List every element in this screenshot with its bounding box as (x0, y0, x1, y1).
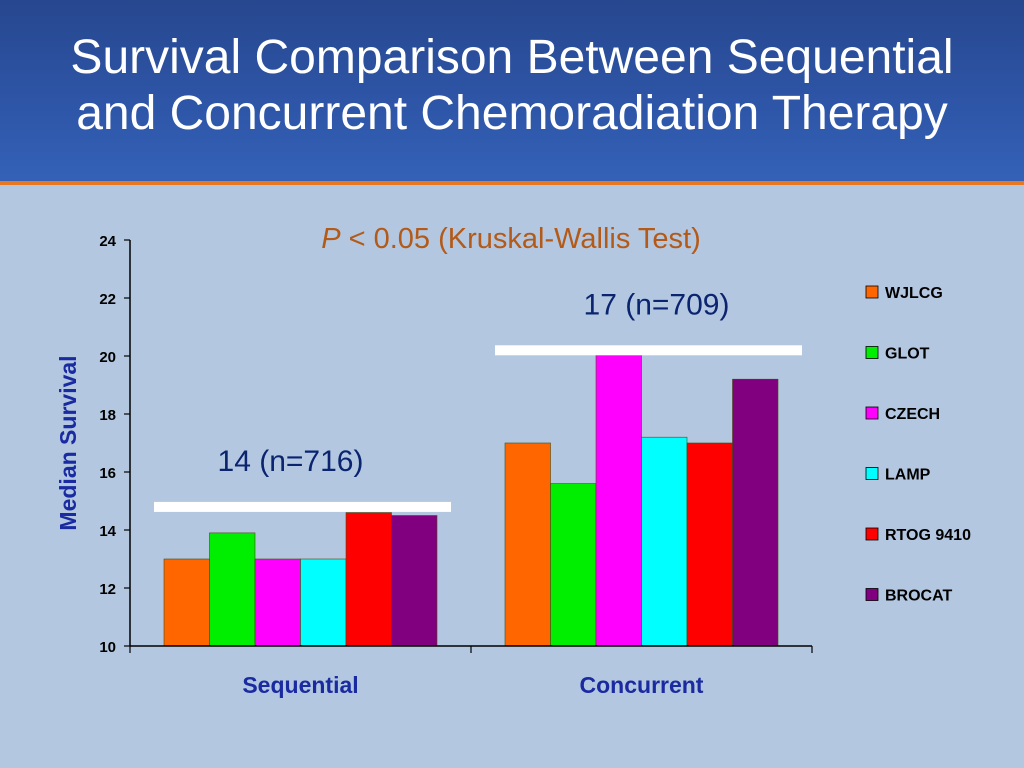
slide-title-line-2: and Concurrent Chemoradiation Therapy (76, 87, 948, 140)
y-tick-label: 24 (99, 233, 116, 250)
legend-label-glot: GLOT (885, 346, 930, 363)
legend-swatch-brocat (865, 588, 879, 601)
p-value-annotation: P < 0.05 (Kruskal-Wallis Test) (321, 223, 701, 255)
bar-wjlcg-concurrent (504, 442, 551, 647)
bar-czech-sequential (254, 558, 301, 647)
group-mean-line-sequential (154, 501, 451, 512)
slide-title-line-1: Survival Comparison Between Sequential (70, 31, 954, 84)
bar-rtog-9410-concurrent (686, 442, 733, 647)
legend-swatch-czech (865, 406, 879, 420)
legend-label-wjlcg: WJLCG (885, 285, 943, 302)
y-tick-label: 18 (99, 407, 116, 424)
bar-czech-concurrent (595, 349, 642, 647)
slide-header (0, 0, 1024, 181)
legend-label-lamp: LAMP (885, 467, 931, 484)
x-tick-label-sequential: Sequential (242, 672, 358, 698)
group-label-sequential: 14 (n=716) (218, 445, 364, 478)
bar-wjlcg-sequential (163, 558, 210, 647)
y-tick-label: 20 (99, 349, 116, 366)
bar-glot-concurrent (550, 483, 597, 647)
legend: WJLCG GLOT CZECH LAMP RTOG 9410 BROCAT (865, 285, 971, 605)
y-axis-label: Median Survival (55, 355, 81, 530)
legend-swatch-wjlcg (865, 285, 879, 299)
y-tick-label: 12 (99, 581, 116, 598)
legend-label-brocat: BROCAT (885, 588, 952, 605)
legend-label-rtog-9410: RTOG 9410 (885, 527, 971, 544)
x-tick-label-concurrent: Concurrent (580, 672, 704, 698)
legend-swatch-glot (865, 346, 879, 359)
bar-brocat-sequential (391, 515, 438, 647)
p-text: < 0.05 (Kruskal-Wallis Test) (341, 223, 701, 255)
y-tick-label: 14 (99, 523, 116, 540)
y-tick-label: 10 (99, 639, 116, 656)
legend-label-czech: CZECH (885, 406, 940, 423)
bar-rtog-9410-sequential (345, 512, 392, 647)
group-mean-line-concurrent (495, 345, 802, 356)
labels-layer: 14 (n=716) Sequential 17 (n=709) Concurrent… (55, 223, 729, 698)
bar-glot-sequential (209, 532, 256, 647)
y-tick-label: 16 (99, 465, 116, 482)
slide-title: Survival Comparison Between Sequential a… (0, 30, 1024, 142)
axes-layer (124, 239, 813, 653)
legend-swatch-rtog-9410 (865, 527, 879, 541)
p-symbol: P (321, 223, 341, 255)
bars-layer (154, 345, 802, 647)
group-label-concurrent: 17 (n=709) (584, 288, 730, 321)
bar-lamp-sequential (300, 558, 347, 647)
bar-brocat-concurrent (732, 378, 779, 647)
y-tick-label: 22 (99, 291, 116, 308)
legend-swatch-lamp (865, 467, 879, 480)
bar-lamp-concurrent (641, 436, 688, 647)
header-accent-line (0, 181, 1024, 185)
